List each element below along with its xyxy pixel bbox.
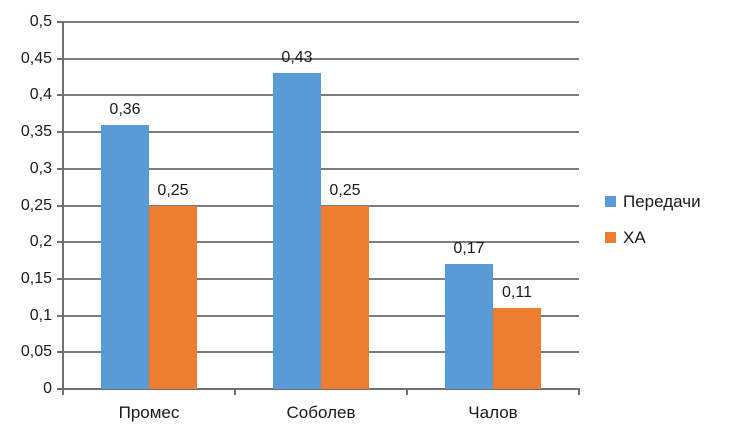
y-axis-tick-label: 0 xyxy=(43,380,52,397)
legend-label: ХА xyxy=(623,228,646,247)
x-axis-tick xyxy=(406,389,408,395)
y-axis-tick xyxy=(57,314,63,317)
y-axis-tick-label: 0,5 xyxy=(29,13,52,30)
legend-item: ХА xyxy=(605,228,701,247)
bar xyxy=(273,73,321,389)
gridline xyxy=(63,57,579,60)
x-axis-tick xyxy=(578,389,580,395)
bar-value-label: 0,17 xyxy=(453,240,485,258)
y-axis-tick-label: 0,25 xyxy=(20,196,52,214)
y-axis-tick xyxy=(57,388,63,390)
bar-value-label: 0,25 xyxy=(329,181,361,199)
y-axis-tick-label: 0,45 xyxy=(20,49,52,67)
bar xyxy=(321,205,369,389)
y-axis-tick xyxy=(57,167,63,170)
bar xyxy=(149,205,197,389)
gridline xyxy=(63,94,579,97)
chart-legend: Передачи ХА xyxy=(605,192,701,247)
bar-value-label: 0,36 xyxy=(109,100,141,118)
category-label: Соболев xyxy=(286,403,356,422)
bar-value-label: 0,43 xyxy=(281,49,313,67)
category-label: Промес xyxy=(118,403,180,422)
y-axis-tick xyxy=(57,94,63,97)
y-axis-tick-label: 0,2 xyxy=(29,233,52,251)
x-axis-tick xyxy=(62,389,64,395)
gridline xyxy=(63,21,579,23)
category-label: Чалов xyxy=(468,403,518,422)
y-axis-tick-label: 0,1 xyxy=(29,306,52,324)
bar-value-label: 0,25 xyxy=(157,181,189,199)
y-axis-tick-label: 0,3 xyxy=(29,159,52,177)
y-axis-tick xyxy=(57,131,63,134)
y-axis-tick-label: 0,35 xyxy=(20,123,52,141)
y-axis-line xyxy=(62,22,64,390)
legend-swatch-icon xyxy=(605,232,616,243)
legend-label: Передачи xyxy=(623,192,701,211)
legend-swatch-icon xyxy=(605,196,616,207)
y-axis-tick-label: 0,05 xyxy=(20,343,52,361)
y-axis-tick xyxy=(57,241,63,244)
y-axis-tick xyxy=(57,204,63,207)
x-axis-line xyxy=(62,388,580,390)
y-axis-tick xyxy=(57,57,63,60)
bar-value-label: 0,11 xyxy=(502,284,532,302)
y-axis-tick-label: 0,15 xyxy=(20,269,52,287)
gridline xyxy=(63,167,579,170)
y-axis-tick xyxy=(57,277,63,280)
y-axis-tick xyxy=(57,21,63,23)
x-axis-tick xyxy=(234,389,236,395)
bar xyxy=(445,264,493,389)
y-axis-tick-label: 0,4 xyxy=(29,86,52,104)
y-axis-tick xyxy=(57,351,63,354)
bar xyxy=(493,308,541,389)
gridline xyxy=(63,131,579,134)
bar xyxy=(101,124,149,389)
legend-item: Передачи xyxy=(605,192,701,211)
